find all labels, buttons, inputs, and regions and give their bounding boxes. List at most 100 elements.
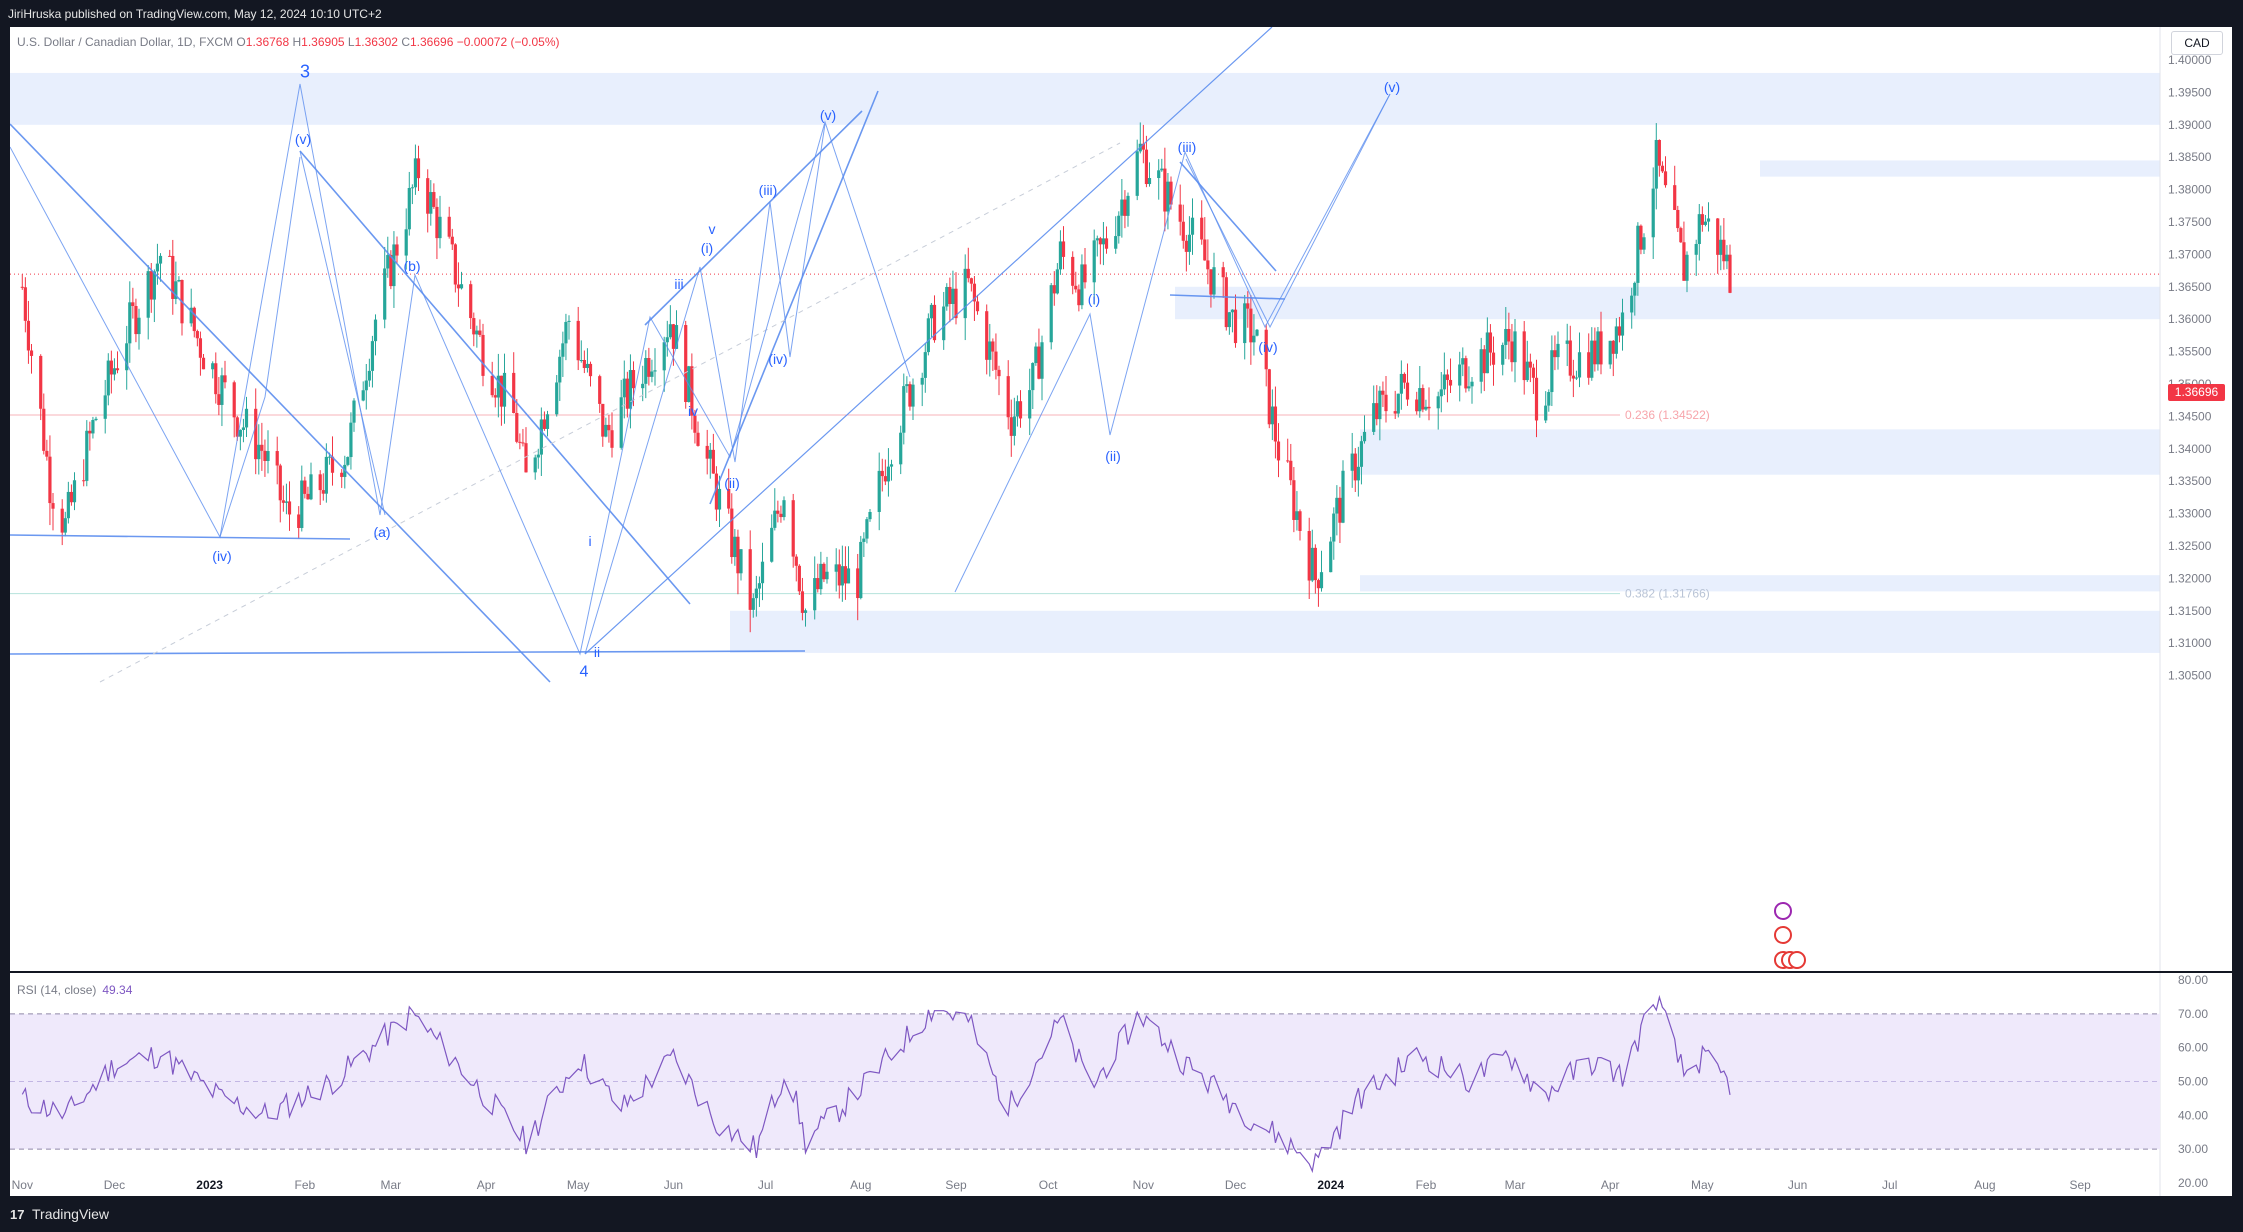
symbol-legend[interactable]: U.S. Dollar / Canadian Dollar, 1D, FXCM … (17, 35, 559, 49)
candle-body (300, 480, 304, 528)
candle-body (825, 571, 829, 580)
candle-body (453, 244, 457, 285)
candle-body (1230, 309, 1235, 313)
candle-body (684, 325, 688, 403)
time-tick-label: Nov (12, 1178, 33, 1192)
candle-body (1448, 379, 1453, 386)
candle-body (1350, 453, 1354, 471)
candle-body (625, 378, 629, 409)
candle-body (533, 457, 537, 473)
candle-body (1123, 199, 1127, 216)
candle-body (988, 341, 992, 360)
publish-bar: JiriHruska published on TradingView.com,… (0, 0, 2243, 27)
candle-body (631, 370, 636, 389)
symbol-name[interactable]: U.S. Dollar / Canadian Dollar, 1D, FXCM (17, 35, 234, 49)
last-price-tag: 1.36696 (2168, 384, 2225, 401)
candle-body (115, 368, 120, 371)
rsi-legend[interactable]: RSI (14, close) 49.34 (17, 983, 132, 997)
candle-body (1316, 580, 1321, 589)
chart-svg[interactable]: 0.236 (1.34522) 0.382 (1.31766) 3 (v) (iv) (… (10, 27, 2232, 1196)
candle-body (244, 408, 249, 428)
time-tick-label: 2024 (1317, 1178, 1344, 1192)
candle-body (622, 378, 626, 398)
time-tick-label: May (1691, 1178, 1714, 1192)
candle-body (502, 372, 507, 407)
candle-body (395, 244, 399, 256)
candle-body (650, 371, 654, 377)
candle-body (582, 360, 586, 368)
candle-body (1657, 139, 1661, 166)
price-tick-label: 1.33500 (2168, 474, 2212, 488)
price-tick-label: 1.36000 (2168, 312, 2212, 326)
candle-body (386, 254, 390, 269)
candle-body (232, 382, 236, 418)
candle-body (555, 382, 559, 415)
time-tick-label: Dec (104, 1178, 125, 1192)
candle-body (1642, 237, 1646, 250)
candle-body (254, 408, 258, 460)
candle-body (152, 271, 156, 300)
candle-body (708, 449, 712, 459)
candle-body (868, 511, 872, 520)
candle-body (1298, 511, 1302, 531)
candle-body (1424, 406, 1428, 410)
rsi-tick-label: 60.00 (2178, 1041, 2208, 1055)
fib-level-label: 0.382 (1.31766) (1625, 587, 1710, 601)
triangle-base-line (1169, 294, 1286, 300)
candle-body (1415, 399, 1419, 412)
chart-area[interactable]: 0.236 (1.34522) 0.382 (1.31766) 3 (v) (iv) (… (10, 27, 2232, 1196)
candle-body (287, 501, 292, 515)
candle-body (413, 158, 418, 188)
candle-body (1147, 178, 1152, 185)
candle-body (751, 598, 755, 610)
candle-body (364, 380, 368, 391)
candle-body (201, 357, 206, 370)
candle-body (20, 286, 24, 288)
candle-body (923, 352, 927, 378)
rsi-label[interactable]: RSI (14, close) (17, 983, 97, 997)
rsi-value: 49.34 (102, 983, 133, 997)
candle-body (1341, 470, 1345, 523)
candle-body (1467, 386, 1471, 389)
candle-body (951, 288, 955, 304)
time-tick-label: Jul (1882, 1178, 1897, 1192)
candle-body (653, 370, 657, 372)
currency-button[interactable]: CAD (2171, 31, 2223, 55)
candle-body (579, 360, 583, 362)
candle-body (985, 311, 989, 360)
candle-body (1513, 331, 1517, 363)
candle-body (1289, 460, 1293, 481)
candle-body (1482, 349, 1486, 374)
candle-body (472, 318, 476, 335)
candle-body (241, 427, 246, 430)
candle-body (1031, 363, 1035, 391)
fib-level-label: 0.236 (1.34522) (1625, 408, 1710, 422)
tradingview-brand[interactable]: TradingView (32, 1206, 110, 1222)
candle-body (1553, 350, 1557, 358)
low-value: 1.36302 (354, 35, 398, 49)
candle-body (1654, 139, 1658, 189)
time-tick-label: Feb (1416, 1178, 1437, 1192)
candle-body (1117, 215, 1121, 237)
candle-body (1485, 332, 1489, 374)
candle-body (997, 369, 1001, 377)
candle-body (1246, 303, 1250, 309)
candle-body (91, 419, 95, 434)
candle-body (757, 583, 762, 589)
candle-body (1144, 149, 1149, 185)
candle-body (29, 350, 34, 356)
impulse-channel-line (644, 110, 863, 326)
candle-body (1703, 221, 1708, 225)
candle-body (109, 360, 113, 375)
candle-body (542, 419, 547, 429)
candle-body (1439, 389, 1443, 397)
tradingview-logo-icon[interactable]: 17 (10, 1207, 25, 1222)
support-resistance-zone (730, 610, 2160, 653)
candle-body (536, 454, 540, 458)
candle-body (1620, 312, 1625, 336)
candle-body (1568, 340, 1572, 376)
candle-body (929, 304, 934, 319)
candle-body (1587, 352, 1591, 378)
candle-body (671, 324, 676, 349)
candle-body (1362, 431, 1367, 442)
